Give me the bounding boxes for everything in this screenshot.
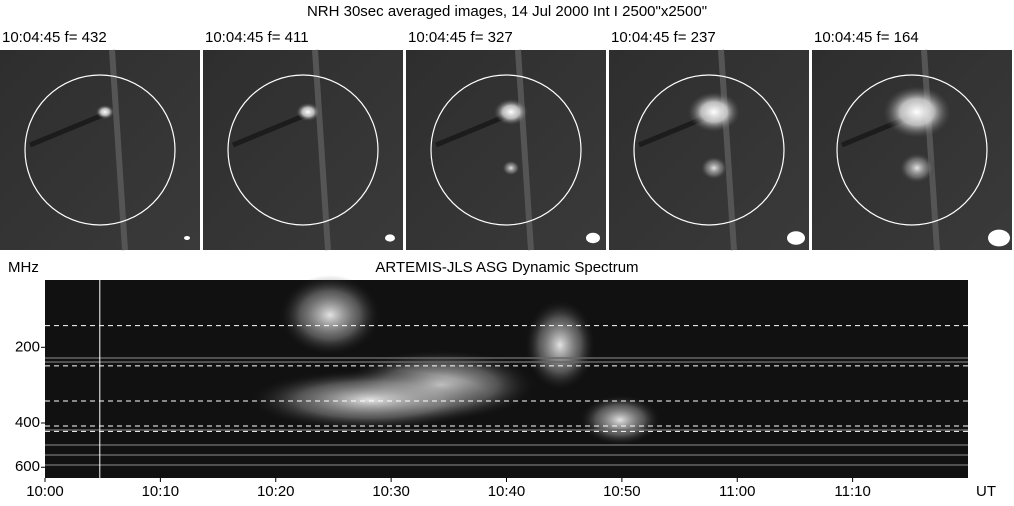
- panel-label-part: 237: [687, 29, 716, 46]
- image-panel: [609, 50, 809, 250]
- panel-label-part: 10:04:45: [408, 29, 466, 46]
- panel-label-part: 10:04:45: [814, 29, 872, 46]
- beam: [586, 232, 600, 244]
- panel-label-part: 10:04:45: [205, 29, 263, 46]
- x-tick-label: 10:40: [488, 483, 526, 500]
- image-streak: [718, 49, 737, 251]
- image-streak: [921, 49, 940, 251]
- y-tick-label: 600: [15, 458, 40, 475]
- emission: [45, 275, 968, 466]
- solar-limb: [227, 74, 379, 226]
- radio-source: [501, 160, 521, 176]
- x-tick-label: 10:20: [257, 483, 295, 500]
- beam: [988, 229, 1010, 247]
- radio-source: [296, 103, 320, 121]
- x-tick-label: 10:10: [142, 483, 180, 500]
- solar-limb: [430, 74, 582, 226]
- panel-label-part: 10:04:45: [611, 29, 669, 46]
- panel-label-part: 164: [890, 29, 919, 46]
- image-streak: [312, 49, 331, 251]
- emission-patch: [280, 275, 380, 355]
- panel-label-part: f=: [60, 29, 77, 46]
- panel-label: 10:04:45 f= 164: [814, 29, 919, 46]
- panel-label-part: 327: [484, 29, 513, 46]
- y-tick-label: 200: [15, 338, 40, 355]
- x-tick-label: 10:50: [603, 483, 641, 500]
- panel-label-part: f=: [872, 29, 889, 46]
- image-panel: [203, 50, 403, 250]
- x-tick-label: 10:00: [26, 483, 64, 500]
- panel-label-part: 10:04:45: [2, 29, 60, 46]
- beam: [385, 234, 395, 242]
- panel-label-part: f=: [466, 29, 483, 46]
- x-tick-label: 11:10: [834, 483, 870, 500]
- panel-label-part: f=: [263, 29, 280, 46]
- solar-limb: [24, 74, 176, 226]
- radio-source: [494, 99, 528, 125]
- image-streak: [109, 49, 128, 251]
- panel-label: 10:04:45 f= 327: [408, 29, 513, 46]
- beam: [184, 236, 190, 240]
- panel-label-part: 432: [78, 29, 107, 46]
- panel-label: 10:04:45 f= 411: [205, 29, 309, 46]
- image-streak: [29, 109, 111, 148]
- radio-source: [95, 105, 115, 119]
- image-streak: [515, 49, 534, 251]
- radio-source: [883, 86, 951, 138]
- panel-label: 10:04:45 f= 237: [611, 29, 716, 46]
- panel-label-part: 411: [281, 29, 309, 46]
- figure-title: NRH 30sec averaged images, 14 Jul 2000 I…: [307, 3, 707, 20]
- emission-patch: [250, 370, 490, 430]
- image-panel: [812, 50, 1012, 250]
- emission-patch: [525, 300, 595, 390]
- y-tick-label: 400: [15, 414, 40, 431]
- y-axis-unit: MHz: [8, 259, 39, 276]
- x-tick-label: 10:30: [372, 483, 410, 500]
- solar-limb: [836, 74, 988, 226]
- x-tick-label: 11:00: [719, 483, 755, 500]
- panel-label-part: f=: [669, 29, 686, 46]
- chart-title: ARTEMIS-JLS ASG Dynamic Spectrum: [375, 259, 638, 276]
- image-panel: [0, 50, 200, 250]
- solar-limb: [633, 74, 785, 226]
- x-axis-unit: UT: [976, 483, 996, 500]
- image-panel: [406, 50, 606, 250]
- emission-patch: [580, 395, 660, 445]
- radio-source: [688, 92, 740, 132]
- radio-source: [700, 156, 728, 180]
- panel-label: 10:04:45 f= 432: [2, 29, 107, 46]
- beam: [787, 231, 805, 245]
- radio-source: [898, 152, 936, 184]
